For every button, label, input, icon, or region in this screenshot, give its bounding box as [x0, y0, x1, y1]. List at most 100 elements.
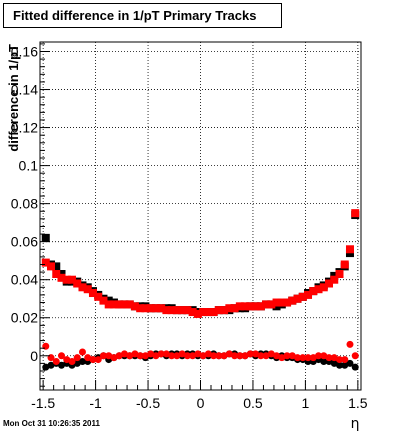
data-point	[41, 258, 50, 267]
data-point	[130, 302, 139, 311]
data-point	[277, 298, 286, 307]
x-tick-label: 0	[197, 395, 205, 411]
data-point	[89, 356, 97, 364]
data-point	[251, 302, 260, 311]
data-point	[67, 275, 76, 284]
data-point	[209, 308, 218, 317]
data-point	[325, 354, 333, 362]
timestamp-label: Mon Oct 31 10:26:35 2011	[3, 419, 100, 428]
x-tick-label: 1	[302, 395, 310, 411]
data-point	[340, 260, 349, 269]
data-point	[215, 352, 223, 360]
data-point	[183, 352, 191, 360]
y-tick-label: 0.1	[19, 158, 39, 174]
data-point	[99, 352, 107, 360]
data-point	[230, 304, 239, 313]
data-point	[78, 348, 86, 356]
data-point	[157, 350, 165, 358]
data-point	[319, 283, 328, 292]
data-point	[346, 340, 354, 348]
data-point	[351, 352, 359, 360]
data-point	[68, 357, 76, 365]
data-point	[298, 292, 307, 301]
data-point	[320, 357, 328, 365]
data-point	[136, 352, 144, 360]
data-point	[330, 275, 339, 284]
data-point	[172, 306, 181, 315]
data-point	[351, 209, 360, 218]
data-point	[315, 352, 323, 360]
data-point	[304, 354, 312, 362]
x-tick-label: -1	[89, 395, 102, 411]
data-point	[94, 356, 102, 364]
data-point	[335, 270, 344, 278]
data-point	[73, 279, 82, 288]
y-tick-label: 0.06	[11, 234, 38, 250]
data-point	[167, 306, 176, 315]
data-point	[204, 308, 213, 317]
y-tick-label: 0.14	[11, 82, 38, 98]
data-point	[346, 359, 354, 367]
data-point	[335, 356, 343, 364]
data-point	[236, 352, 244, 360]
data-point	[78, 283, 87, 292]
data-point	[299, 354, 307, 362]
data-point	[183, 306, 192, 315]
data-point	[351, 363, 359, 371]
data-point	[162, 306, 171, 315]
data-point	[199, 308, 208, 317]
y-tick-label: 0.02	[11, 310, 38, 326]
data-point	[294, 354, 302, 362]
data-point	[345, 245, 354, 254]
data-point	[220, 306, 229, 315]
data-point	[246, 302, 255, 311]
data-point	[83, 285, 92, 294]
series-3	[42, 340, 359, 365]
data-point	[62, 275, 71, 284]
data-point	[304, 290, 313, 299]
data-point	[52, 357, 60, 365]
data-point	[41, 233, 50, 242]
data-point	[141, 304, 150, 313]
data-point	[288, 296, 297, 305]
data-point	[225, 304, 234, 313]
data-point	[272, 298, 281, 307]
data-point	[99, 296, 108, 305]
data-point	[47, 262, 56, 271]
data-point	[314, 285, 323, 294]
data-point	[125, 300, 134, 309]
data-point	[341, 356, 349, 364]
x-tick-label: -1.5	[31, 395, 55, 411]
x-tick-label: 1.5	[348, 395, 368, 411]
data-point	[193, 309, 202, 318]
data-point	[52, 270, 61, 278]
data-point	[267, 300, 276, 309]
data-point	[335, 361, 343, 369]
data-point	[325, 279, 334, 288]
x-tick-label: 0.5	[243, 395, 263, 411]
y-tick-label: 0.12	[11, 120, 38, 136]
data-point	[88, 289, 97, 298]
x-tick-label: -0.5	[136, 395, 160, 411]
data-point	[246, 350, 254, 358]
data-point	[104, 300, 113, 309]
data-point	[178, 306, 187, 315]
y-tick-label: 0.04	[11, 272, 38, 288]
data-point	[309, 287, 318, 296]
data-point	[257, 352, 265, 360]
data-point	[214, 306, 223, 315]
data-point	[73, 354, 81, 362]
data-point	[120, 300, 129, 309]
data-point	[241, 302, 250, 311]
data-point	[115, 300, 124, 309]
data-point	[157, 304, 166, 313]
data-point	[168, 352, 176, 360]
data-point	[151, 304, 160, 313]
data-point	[283, 352, 291, 360]
data-point	[52, 262, 61, 271]
data-point	[109, 300, 118, 309]
data-point	[188, 308, 197, 317]
data-point	[78, 357, 86, 365]
series-1	[41, 209, 360, 318]
